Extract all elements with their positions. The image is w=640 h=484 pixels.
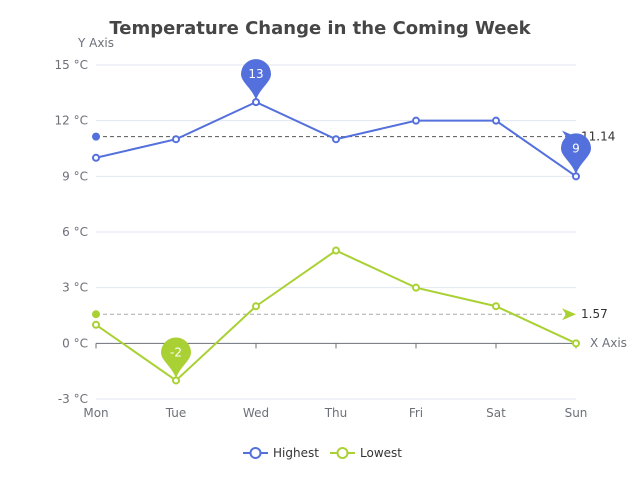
- data-point[interactable]: [492, 116, 500, 125]
- x-axis-label: X Axis: [590, 336, 627, 350]
- data-point[interactable]: [92, 153, 100, 162]
- legend-item-lowest[interactable]: Lowest: [330, 446, 402, 460]
- markpoint-highest: 9: [561, 133, 591, 175]
- data-point[interactable]: [252, 302, 260, 311]
- data-point[interactable]: [492, 302, 500, 311]
- chart-title: Temperature Change in the Coming Week: [109, 18, 531, 39]
- markpoint-lowest: -2: [161, 337, 191, 379]
- data-point[interactable]: [412, 116, 420, 125]
- y-tick-label: 12 °C: [55, 114, 88, 128]
- x-tick-label: Wed: [243, 406, 269, 420]
- legend-marker-icon: [249, 447, 262, 459]
- y-tick-label: 15 °C: [55, 58, 88, 72]
- svg-text:Lowest: Lowest: [360, 446, 402, 460]
- x-tick-label: Sun: [565, 406, 588, 420]
- series-lowest: 1.57: [92, 246, 608, 385]
- x-tick-label: Sat: [486, 406, 506, 420]
- legend-item-highest[interactable]: Highest: [243, 446, 319, 460]
- average-arrow: [562, 308, 576, 321]
- y-tick-label: 6 °C: [62, 225, 88, 239]
- svg-text:13: 13: [248, 67, 263, 81]
- y-tick-label: 3 °C: [62, 281, 88, 295]
- data-point[interactable]: [332, 135, 340, 144]
- data-point[interactable]: [572, 339, 580, 348]
- data-point[interactable]: [412, 283, 420, 292]
- data-point[interactable]: [92, 320, 100, 329]
- average-label: 1.57: [581, 307, 608, 321]
- svg-text:-2: -2: [170, 345, 182, 359]
- y-tick-label: -3 °C: [58, 392, 88, 406]
- y-axis-label: Y Axis: [77, 36, 114, 50]
- x-tick-label: Mon: [83, 406, 108, 420]
- svg-text:Highest: Highest: [273, 446, 319, 460]
- x-tick-label: Fri: [409, 406, 423, 420]
- x-tick-label: Tue: [165, 406, 187, 420]
- markpoint-highest: 13: [241, 59, 271, 101]
- x-tick-label: Thu: [324, 406, 348, 420]
- svg-text:9: 9: [572, 141, 580, 155]
- data-point[interactable]: [172, 135, 180, 144]
- average-start-marker: [92, 310, 100, 319]
- legend-marker-icon: [336, 447, 349, 459]
- average-label: 11.14: [581, 130, 615, 144]
- y-tick-label: 0 °C: [62, 336, 88, 350]
- series-highest: 11.14: [92, 98, 615, 181]
- y-tick-label: 9 °C: [62, 169, 88, 183]
- average-start-marker: [92, 132, 100, 141]
- data-point[interactable]: [332, 246, 340, 255]
